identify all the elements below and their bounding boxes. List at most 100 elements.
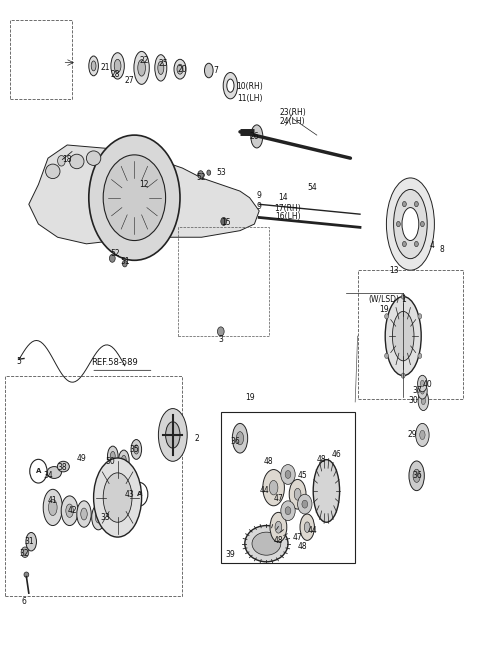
Circle shape — [207, 170, 211, 175]
Circle shape — [418, 353, 422, 358]
Ellipse shape — [223, 72, 238, 99]
Circle shape — [131, 482, 148, 506]
Ellipse shape — [409, 461, 424, 490]
Ellipse shape — [134, 445, 139, 454]
Text: 9: 9 — [257, 190, 262, 200]
Ellipse shape — [24, 572, 29, 577]
Ellipse shape — [26, 532, 36, 551]
Bar — [221, 412, 355, 563]
Text: 20: 20 — [178, 65, 187, 74]
Text: 52: 52 — [197, 173, 206, 182]
Circle shape — [414, 241, 418, 246]
Circle shape — [281, 465, 295, 484]
Bar — [358, 270, 463, 399]
Circle shape — [401, 373, 405, 378]
Ellipse shape — [66, 504, 73, 517]
Text: 39: 39 — [226, 550, 235, 559]
Text: 25: 25 — [158, 59, 168, 69]
Circle shape — [402, 241, 407, 246]
Ellipse shape — [420, 387, 424, 394]
Text: 12: 12 — [139, 180, 149, 189]
Ellipse shape — [58, 461, 69, 472]
Ellipse shape — [138, 59, 145, 76]
Text: 6: 6 — [22, 596, 26, 606]
Text: 26: 26 — [250, 132, 259, 141]
Ellipse shape — [245, 526, 288, 561]
Circle shape — [281, 501, 295, 521]
Text: (W/LSD): (W/LSD) — [369, 295, 399, 304]
Text: 36: 36 — [413, 471, 422, 480]
Text: REF.58-589: REF.58-589 — [91, 358, 138, 367]
Text: 36: 36 — [230, 437, 240, 446]
Text: 1: 1 — [401, 295, 406, 304]
Circle shape — [58, 156, 65, 166]
Ellipse shape — [416, 423, 429, 447]
Text: 48: 48 — [264, 457, 274, 466]
Ellipse shape — [289, 480, 306, 509]
Circle shape — [418, 314, 422, 319]
Text: 14: 14 — [278, 193, 288, 202]
Text: 10(RH): 10(RH) — [236, 82, 263, 92]
Text: 45: 45 — [298, 471, 307, 480]
Ellipse shape — [111, 53, 124, 79]
Ellipse shape — [131, 440, 142, 459]
Text: 37: 37 — [413, 386, 422, 395]
Text: 44: 44 — [259, 486, 269, 496]
Circle shape — [217, 327, 224, 336]
Ellipse shape — [48, 500, 57, 515]
Text: 18: 18 — [62, 155, 72, 164]
Text: 2: 2 — [194, 434, 199, 443]
Text: 50: 50 — [106, 457, 115, 466]
Ellipse shape — [114, 59, 121, 72]
Ellipse shape — [61, 496, 78, 526]
Text: 3: 3 — [218, 335, 223, 344]
Text: 41: 41 — [48, 496, 58, 505]
Text: 51: 51 — [120, 257, 130, 266]
Circle shape — [30, 459, 47, 483]
Circle shape — [103, 155, 166, 241]
Text: 33: 33 — [101, 513, 110, 522]
Text: A: A — [136, 491, 142, 498]
Text: 15: 15 — [221, 217, 230, 227]
Text: 53: 53 — [216, 168, 226, 177]
Ellipse shape — [155, 55, 167, 81]
Text: A: A — [36, 468, 41, 474]
Ellipse shape — [46, 164, 60, 179]
Circle shape — [384, 314, 388, 319]
Ellipse shape — [263, 469, 284, 506]
Ellipse shape — [313, 460, 340, 522]
Ellipse shape — [92, 505, 105, 530]
Ellipse shape — [108, 446, 118, 466]
Text: 5: 5 — [17, 357, 22, 366]
Text: 54: 54 — [307, 183, 317, 192]
Text: 19: 19 — [379, 305, 389, 314]
Text: 19: 19 — [245, 393, 254, 402]
Bar — [10, 20, 72, 99]
Text: 35: 35 — [130, 445, 139, 454]
Ellipse shape — [413, 469, 420, 482]
Ellipse shape — [251, 125, 263, 148]
Text: 38: 38 — [58, 463, 67, 473]
Ellipse shape — [386, 178, 434, 270]
Ellipse shape — [86, 151, 101, 165]
Ellipse shape — [166, 422, 180, 448]
Ellipse shape — [270, 513, 287, 542]
Ellipse shape — [158, 61, 164, 74]
Circle shape — [298, 494, 312, 514]
Ellipse shape — [121, 455, 126, 465]
Text: 30: 30 — [408, 396, 418, 405]
Ellipse shape — [269, 480, 278, 495]
Text: 49: 49 — [77, 453, 86, 463]
Circle shape — [89, 135, 180, 260]
Text: 31: 31 — [24, 537, 34, 546]
Text: 47: 47 — [293, 532, 302, 542]
Text: 17(RH): 17(RH) — [275, 204, 301, 214]
Text: 24(LH): 24(LH) — [280, 117, 306, 127]
Text: 47: 47 — [274, 494, 283, 503]
Text: 21: 21 — [101, 63, 110, 72]
Circle shape — [396, 221, 400, 227]
Circle shape — [302, 500, 308, 508]
Ellipse shape — [236, 432, 244, 445]
Ellipse shape — [158, 409, 187, 461]
Text: 42: 42 — [67, 506, 77, 515]
